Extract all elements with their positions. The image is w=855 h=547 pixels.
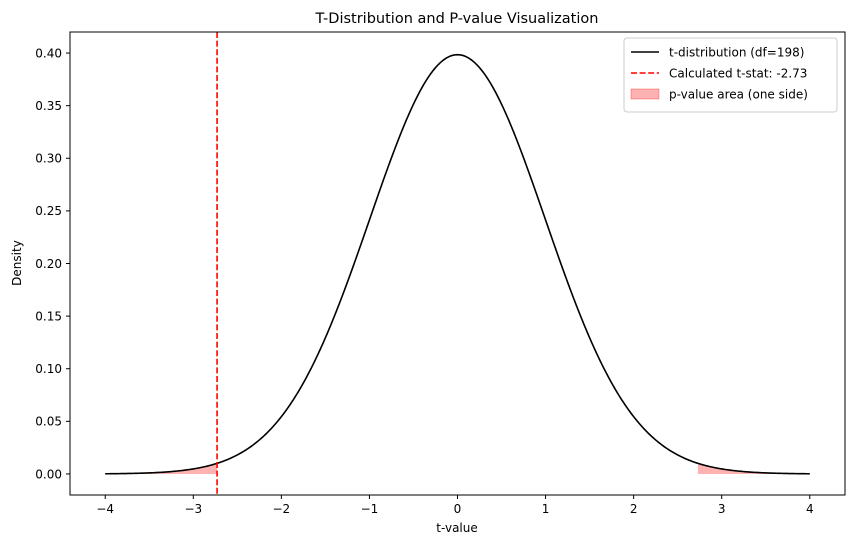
curve-layer — [105, 53, 810, 475]
p-value-area-layer — [105, 463, 810, 474]
y-tick-label: 0.15 — [35, 309, 62, 323]
p-value-area-right — [697, 463, 810, 474]
chart-title: T-Distribution and P-value Visualization — [315, 11, 599, 27]
legend-label: t-distribution (df=198) — [669, 45, 804, 59]
x-tick-label: −3 — [184, 502, 202, 516]
x-axis-ticks: −4 −3 −2 −1 0 1 2 3 4 — [96, 495, 814, 516]
y-tick-label: 0.20 — [35, 257, 62, 271]
y-axis-ticks: 0.00 0.05 0.10 0.15 0.20 0.25 0.30 0.35 0.40 — [35, 46, 70, 481]
y-tick-label: 0.00 — [35, 467, 62, 481]
x-tick-label: 4 — [806, 502, 814, 516]
y-tick-label: 0.10 — [35, 362, 62, 376]
p-value-area-left — [105, 463, 218, 474]
legend: t-distribution (df=198) Calculated t-stat… — [623, 37, 838, 113]
x-tick-label: 2 — [630, 502, 638, 516]
legend-box — [623, 37, 838, 113]
legend-label: Calculated t-stat: -2.73 — [669, 66, 807, 80]
x-tick-label: −4 — [96, 502, 114, 516]
x-tick-label: −2 — [273, 502, 291, 516]
legend-handle-p-value-area — [630, 88, 660, 100]
x-tick-label: 3 — [718, 502, 726, 516]
y-tick-label: 0.30 — [35, 152, 62, 166]
x-axis-label: t-value — [436, 521, 478, 535]
legend-label: p-value area (one side) — [669, 87, 808, 101]
x-tick-label: −1 — [361, 502, 379, 516]
y-tick-label: 0.25 — [35, 204, 62, 218]
y-tick-label: 0.05 — [35, 415, 62, 429]
y-tick-label: 0.40 — [35, 46, 62, 60]
y-tick-label: 0.35 — [35, 99, 62, 113]
x-tick-label: 0 — [454, 502, 462, 516]
y-axis-label: Density — [10, 240, 24, 286]
x-tick-label: 1 — [542, 502, 550, 516]
t-distribution-curve — [105, 53, 810, 475]
